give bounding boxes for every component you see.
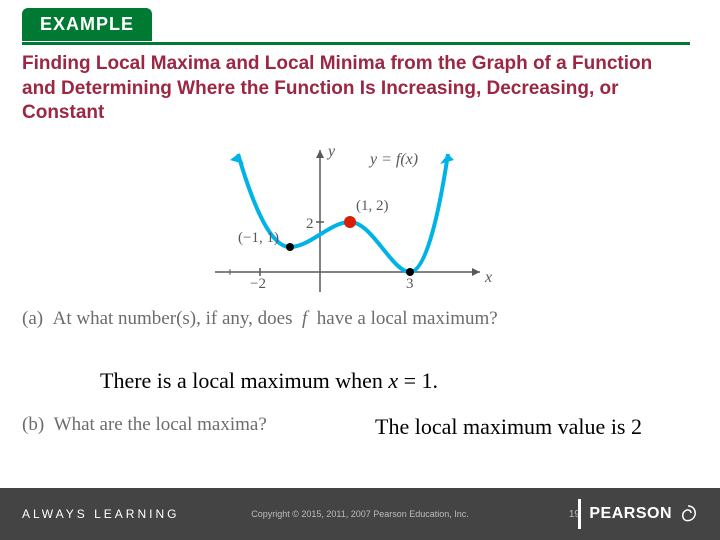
annot-1-2: (1, 2): [356, 198, 389, 214]
y-axis-label: y: [326, 143, 336, 160]
x-axis-label: x: [484, 269, 492, 286]
function-graph: y x y = f(x) 2 −2 3 (1, 2) (−1, 1): [200, 142, 500, 297]
point-3-0: [406, 268, 414, 276]
pearson-bar-icon: [578, 499, 581, 529]
ans-a-prefix: There is a local maximum when: [100, 368, 383, 393]
point-1-2-red: [344, 216, 356, 228]
answer-a: There is a local maximum when x = 1.: [100, 368, 438, 394]
pearson-swirl-icon: [678, 504, 698, 524]
ans-a-var: x: [388, 368, 398, 393]
example-badge: EXAMPLE: [22, 8, 152, 41]
x-axis-arrow: [472, 268, 480, 276]
footer-tagline: ALWAYS LEARNING: [22, 507, 179, 521]
q-a-text: At what number(s), if any, does: [53, 308, 293, 329]
q-a-var: f: [302, 308, 307, 329]
function-label: y = f(x): [368, 151, 418, 168]
answer-b: The local maximum value is 2: [375, 414, 642, 440]
y-axis-arrow: [316, 150, 324, 158]
xtick-neg2-label: −2: [250, 276, 266, 292]
header-rule: [22, 42, 690, 45]
footer-bar: ALWAYS LEARNING Copyright © 2015, 2011, …: [0, 488, 720, 540]
q-b-prefix: (b): [22, 414, 44, 435]
annot-neg1-1: (−1, 1): [238, 230, 279, 246]
footer-copyright: Copyright © 2015, 2011, 2007 Pearson Edu…: [251, 509, 469, 519]
q-a-suffix: have a local maximum?: [317, 308, 498, 329]
slide: EXAMPLE Finding Local Maxima and Local M…: [0, 0, 720, 540]
q-b-text: What are the local maxima?: [54, 414, 267, 435]
pearson-text: PEARSON: [589, 505, 672, 523]
slide-subtitle: Finding Local Maxima and Local Minima fr…: [22, 52, 690, 126]
point-neg1-1: [286, 243, 294, 251]
xtick-3-label: 3: [406, 276, 414, 292]
curve: [238, 154, 448, 272]
ytick-2-label: 2: [306, 216, 314, 232]
curve-arrow-left: [230, 154, 244, 164]
question-a: (a) At what number(s), if any, does f ha…: [22, 308, 498, 330]
question-b: (b) What are the local maxima?: [22, 414, 267, 436]
q-a-prefix: (a): [22, 308, 43, 329]
pearson-logo: PEARSON: [578, 499, 698, 529]
ans-a-suffix: = 1.: [404, 368, 438, 393]
